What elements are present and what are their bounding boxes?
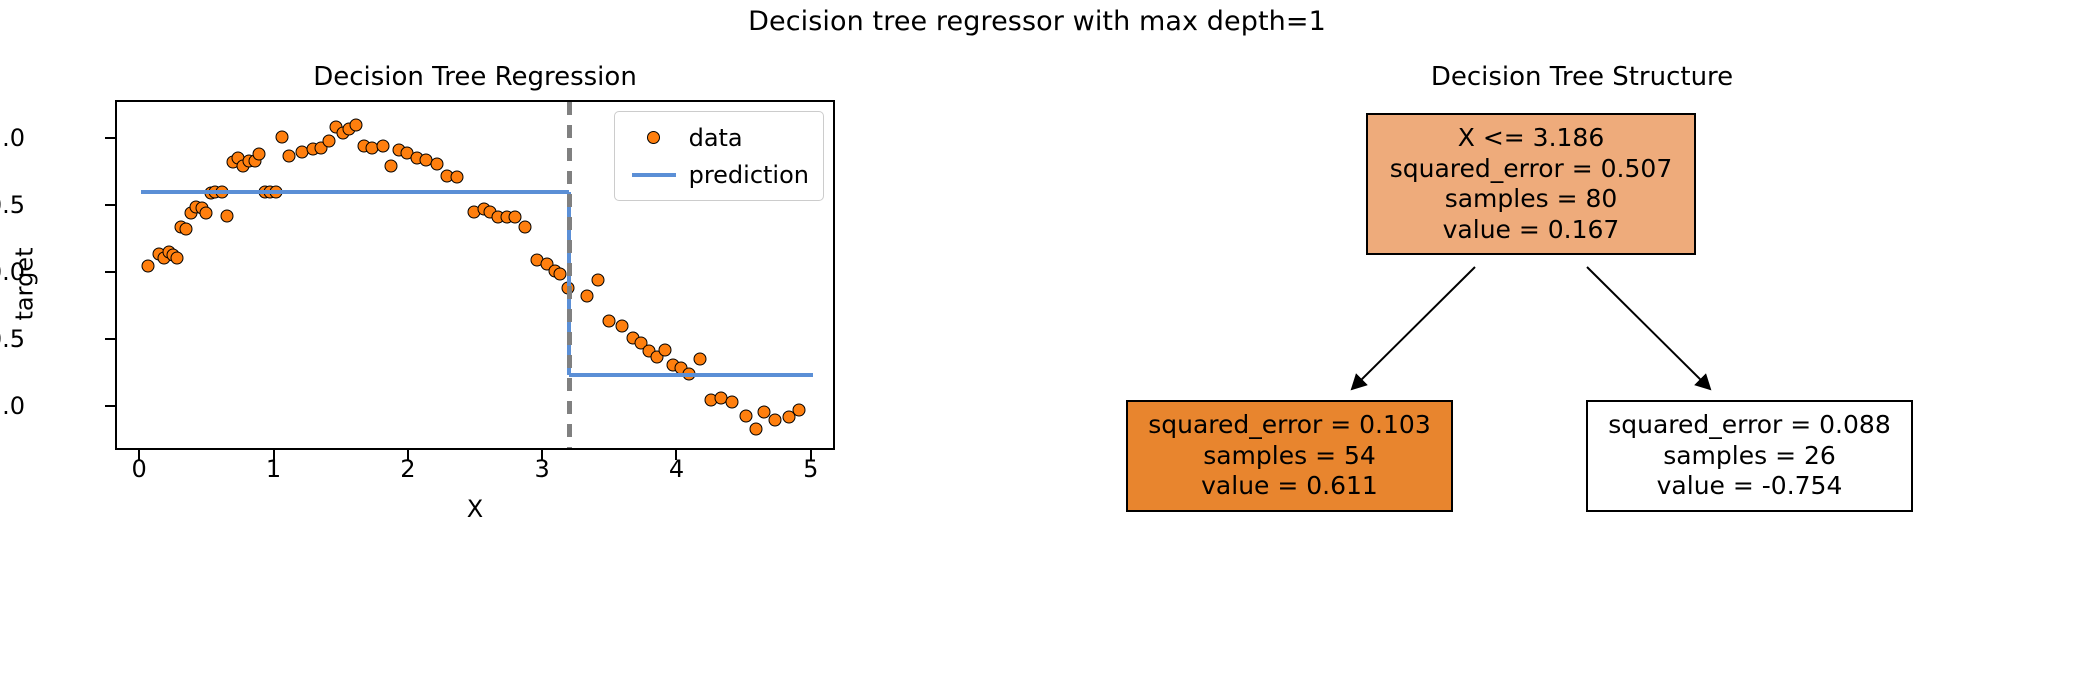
plot-axes: data prediction (115, 100, 835, 450)
x-tick-mark (809, 450, 812, 460)
legend-item-data: data (625, 119, 809, 156)
x-tick-mark (406, 450, 409, 460)
data-point (725, 395, 739, 409)
y-tick-label: 0.0 (0, 257, 25, 286)
figure-suptitle: Decision tree regressor with max depth=1 (748, 6, 1326, 37)
data-point (508, 210, 522, 224)
plot-legend: data prediction (613, 111, 824, 201)
tree-node-root[interactable]: X <= 3.186 squared_error = 0.507 samples… (1366, 113, 1696, 255)
split-threshold-line (566, 102, 572, 448)
decision-tree-title: Decision Tree Structure (1430, 62, 1734, 92)
prediction-segment (141, 189, 570, 194)
data-point (199, 206, 213, 220)
data-point (322, 134, 336, 148)
x-tick-mark (541, 450, 544, 460)
data-point (349, 118, 363, 132)
y-tick-mark (105, 136, 115, 139)
x-tick-mark (675, 450, 678, 460)
x-tick-label: 0 (131, 455, 147, 483)
y-tick-mark (105, 203, 115, 206)
data-point (220, 209, 234, 223)
tree-node-right-child[interactable]: squared_error = 0.088 samples = 26 value… (1586, 400, 1913, 512)
legend-label-prediction: prediction (688, 160, 809, 189)
x-tick-mark (138, 450, 141, 460)
legend-item-prediction: prediction (625, 156, 809, 193)
x-tick-label: 4 (668, 455, 685, 483)
data-point (693, 352, 707, 366)
x-tick-label: 1 (265, 455, 282, 483)
prediction-segment (569, 372, 813, 377)
y-tick-label: −0.5 (0, 324, 25, 353)
data-point (275, 130, 289, 144)
y-tick-label: 0.5 (0, 190, 25, 219)
x-tick-label: 3 (534, 455, 550, 483)
y-tick-label: 1.0 (0, 123, 25, 152)
x-axis-label: X (466, 495, 484, 523)
data-point (739, 409, 753, 423)
tree-node-left-child[interactable]: squared_error = 0.103 samples = 54 value… (1126, 400, 1453, 512)
data-point (518, 220, 532, 234)
regression-plot-title: Decision Tree Regression (313, 62, 637, 92)
data-point (141, 259, 155, 273)
data-point (376, 139, 390, 153)
data-point (792, 403, 806, 417)
data-point (282, 149, 296, 163)
data-point (749, 422, 763, 436)
data-point (615, 319, 629, 333)
data-point (430, 157, 444, 171)
line-marker-icon (625, 172, 683, 177)
data-point (384, 159, 398, 173)
data-point (580, 289, 594, 303)
data-point (252, 147, 266, 161)
data-point (768, 413, 782, 427)
data-point (602, 314, 616, 328)
regression-plot-panel: Decision Tree Regression target X 1.00.5… (0, 55, 880, 690)
data-point (553, 267, 567, 281)
x-tick-label: 2 (400, 455, 416, 483)
y-tick-mark (105, 337, 115, 340)
data-point (591, 273, 605, 287)
data-point (450, 170, 464, 184)
circle-marker-icon (625, 131, 683, 144)
data-point (179, 222, 192, 236)
y-tick-mark (105, 270, 115, 273)
y-tick-mark (105, 404, 115, 407)
legend-label-data: data (688, 123, 743, 152)
data-point (170, 251, 184, 265)
decision-tree-panel: Decision Tree Structure X <= 3.186 squar… (1090, 55, 2074, 690)
data-point (782, 410, 796, 424)
x-tick-label: 5 (803, 455, 819, 483)
x-tick-mark (272, 450, 275, 460)
y-tick-label: −1.0 (0, 391, 25, 420)
data-point (757, 405, 771, 419)
data-point (658, 343, 672, 357)
